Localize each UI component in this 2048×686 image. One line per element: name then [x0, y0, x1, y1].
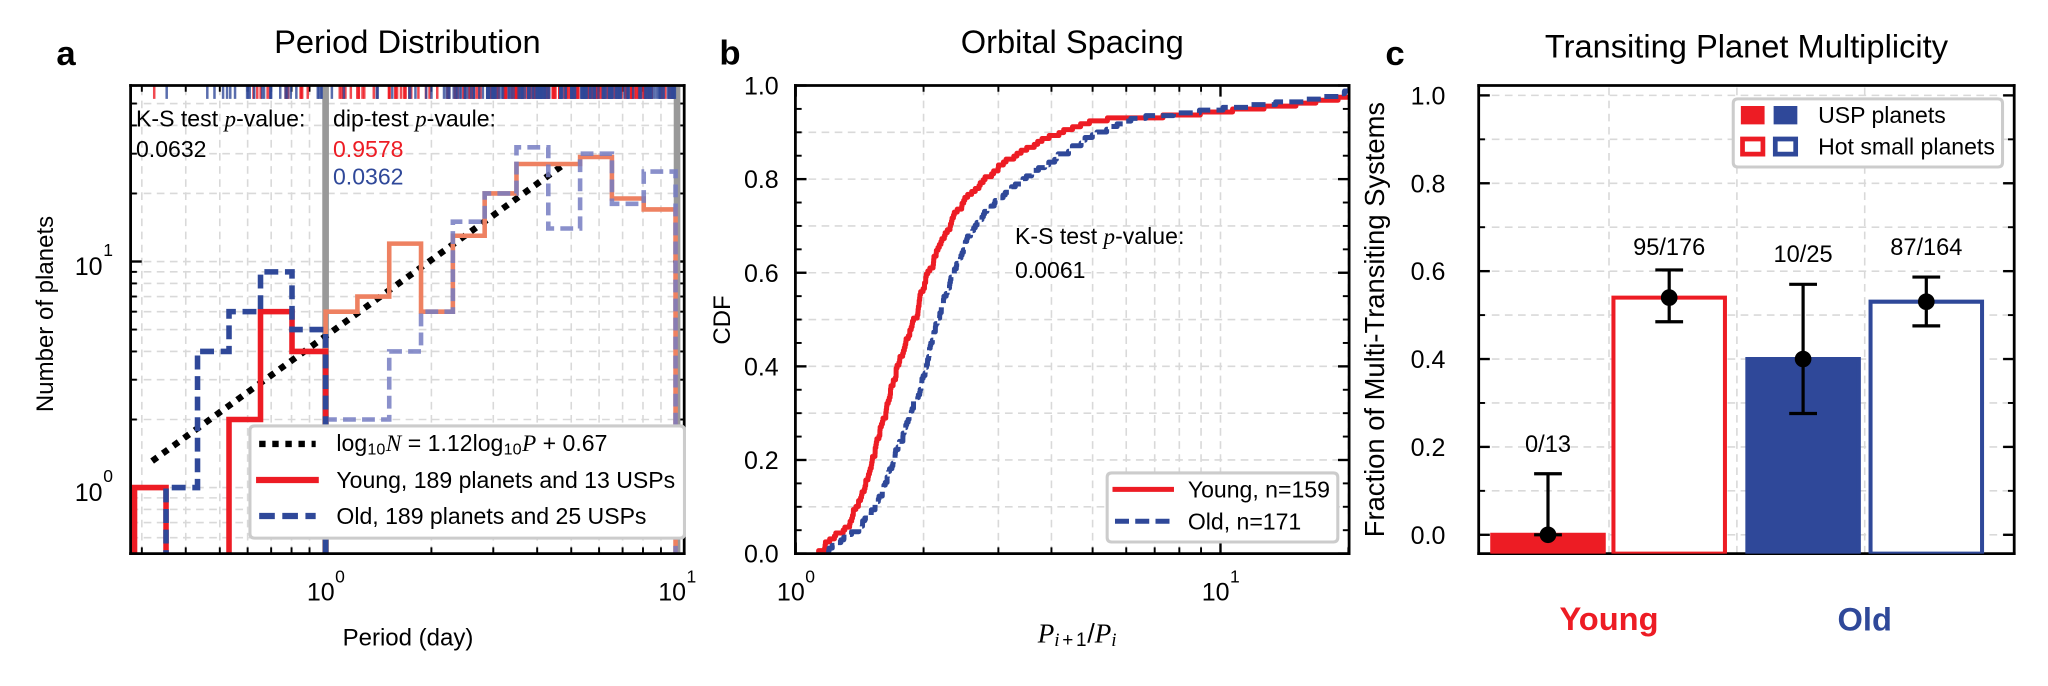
svg-text:Old, n=171: Old, n=171: [1188, 508, 1301, 534]
svg-text:0/13: 0/13: [1525, 432, 1571, 458]
svg-text:K - S: K - S t e s t - v a l u e : p: [136, 105, 312, 131]
svg-text:10: 10: [777, 579, 805, 607]
svg-text:0: 0: [335, 567, 345, 587]
svg-text:95/176: 95/176: [1633, 235, 1705, 261]
svg-text:1.0: 1.0: [744, 73, 779, 101]
svg-text:0: 0: [805, 567, 815, 587]
svg-text:d i p -: d i p - t e s t - v a u l e : p: [333, 105, 502, 131]
svg-text:0.4: 0.4: [1411, 346, 1446, 374]
svg-text:0.0061: 0.0061: [1015, 257, 1086, 283]
svg-text:0.4: 0.4: [744, 353, 779, 381]
svg-text:10: 10: [75, 479, 103, 507]
svg-text:0.2: 0.2: [1411, 434, 1446, 462]
svg-text:Fraction of Multi-Transiting S: Fraction of Multi-Transiting Systems: [1359, 102, 1390, 537]
svg-text:1: 1: [103, 240, 113, 260]
svg-text:USP planets: USP planets: [1818, 102, 1946, 128]
svg-text:CDF: CDF: [709, 295, 736, 344]
svg-text:P P i i +: P P i i + 1 /: [1037, 617, 1123, 651]
svg-text:Young: Young: [1559, 600, 1658, 637]
svg-text:10: 10: [1202, 579, 1230, 607]
svg-text:Hot small planets: Hot small planets: [1818, 134, 1995, 160]
svg-text:0.0632: 0.0632: [136, 136, 207, 162]
svg-text:10: 10: [75, 253, 103, 281]
svg-text:a: a: [56, 35, 76, 73]
svg-text:0.0: 0.0: [744, 541, 779, 569]
svg-text:K - S: K - S t e s t - v a l u e : p: [1015, 223, 1191, 249]
svg-text:c: c: [1385, 35, 1404, 73]
svg-text:Old: Old: [1838, 600, 1892, 637]
svg-text:0: 0: [103, 466, 113, 486]
svg-text:10: 10: [307, 579, 335, 607]
svg-text:1: 1: [687, 567, 697, 587]
svg-text:Old, 189 planets and 25 USPs: Old, 189 planets and 25 USPs: [336, 503, 646, 529]
svg-text:10: 10: [658, 579, 686, 607]
svg-text:Transiting Planet Multiplicity: Transiting Planet Multiplicity: [1545, 28, 1949, 65]
svg-text:l o g: l o g = 1 . 1 2 l o g + 0 . 6 7 1 0 1: [336, 430, 613, 459]
svg-text:0.2: 0.2: [744, 447, 779, 475]
svg-text:87/164: 87/164: [1890, 235, 1962, 261]
svg-text:b: b: [719, 35, 740, 73]
svg-text:Number of planets: Number of planets: [32, 216, 59, 412]
svg-text:Young, 189 planets and 13 USPs: Young, 189 planets and 13 USPs: [336, 467, 675, 493]
svg-text:Period Distribution: Period Distribution: [274, 23, 541, 60]
svg-text:Young, n=159: Young, n=159: [1188, 477, 1330, 503]
svg-text:0.0362: 0.0362: [333, 163, 404, 189]
svg-text:Orbital Spacing: Orbital Spacing: [961, 23, 1184, 60]
svg-text:0.8: 0.8: [1411, 170, 1446, 198]
svg-text:1: 1: [1230, 567, 1240, 587]
svg-text:0.8: 0.8: [744, 166, 779, 194]
svg-text:0.6: 0.6: [744, 260, 779, 288]
svg-text:0.6: 0.6: [1411, 258, 1446, 286]
svg-text:1.0: 1.0: [1411, 82, 1446, 110]
svg-text:10/25: 10/25: [1774, 242, 1833, 268]
svg-text:0.9578: 0.9578: [333, 136, 404, 162]
svg-text:Period (day): Period (day): [343, 625, 474, 652]
svg-text:0.0: 0.0: [1411, 522, 1446, 550]
